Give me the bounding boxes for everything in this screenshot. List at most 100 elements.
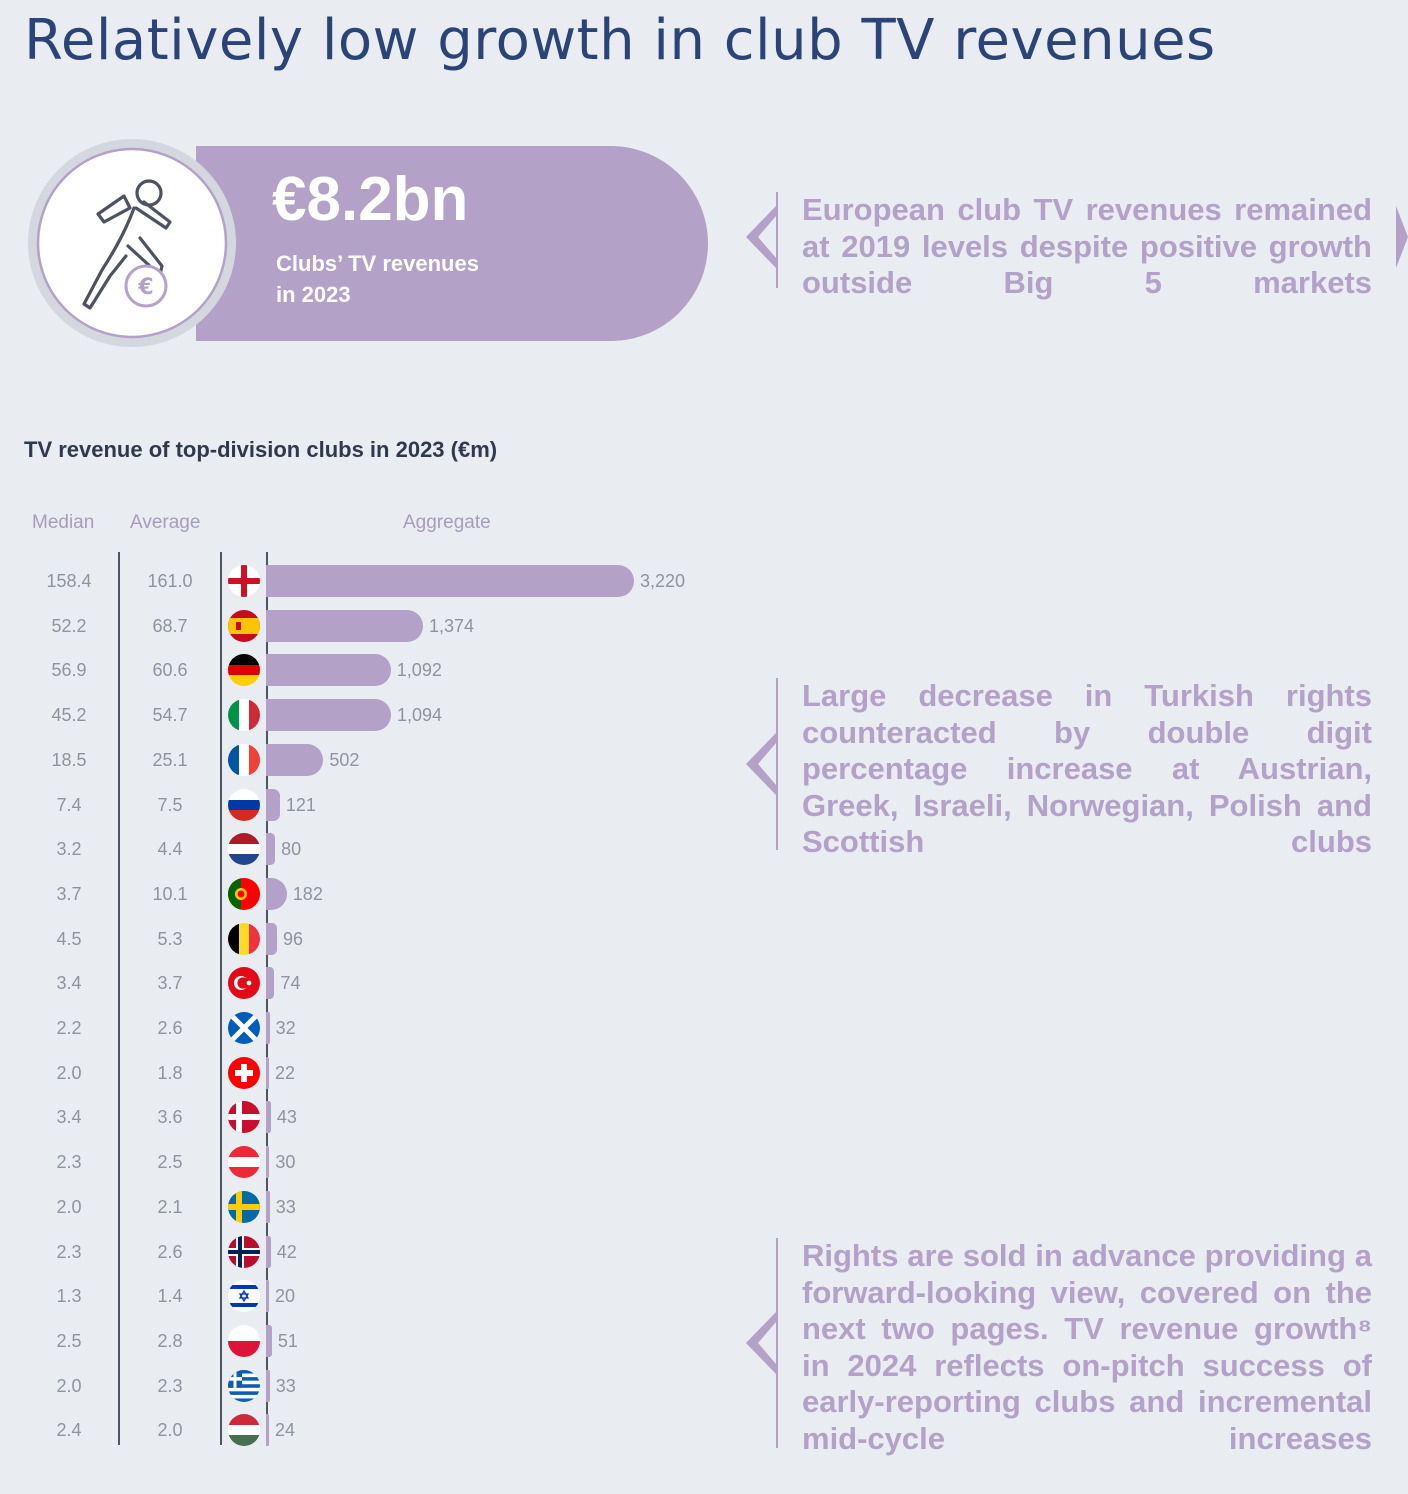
callout-1: European club TV revenues remained at 20… [744,192,1408,300]
germany-flag-icon [228,654,260,687]
average-value: 25.1 [152,749,188,770]
average-value: 54.7 [152,705,188,726]
aggregate-bar [266,877,287,910]
left-chevron-icon [746,733,776,795]
aggregate-label: 32 [275,1018,296,1038]
kpi-label-line2: in 2023 [276,282,351,307]
svg-text:€: € [137,275,153,300]
aggregate-label: 96 [282,928,303,949]
callout-text: Large decrease in Turkish rights counter… [802,678,1372,859]
aggregate-label: 502 [329,749,360,770]
median-value: 3.7 [56,883,82,904]
median-value: 7.4 [56,794,82,815]
col-header-average: Average [130,512,201,533]
kpi-label: Clubs’ TV revenues in 2023 [276,248,536,310]
average-value: 10.1 [152,883,188,904]
sweden-flag-icon [228,1190,260,1223]
kpi-label-line1: Clubs’ TV revenues [276,251,479,276]
col-header-median: Median [32,512,95,533]
average-value: 161.0 [147,571,193,591]
aggregate-label: 42 [276,1241,297,1262]
scotland-flag-icon [228,1012,260,1044]
average-value: 4.4 [157,839,183,860]
kpi-value: €8.2bn [272,165,469,234]
average-value: 2.1 [157,1196,183,1217]
median-value: 3.2 [56,839,82,860]
average-value: 7.5 [157,794,183,815]
aggregate-bar [266,1056,269,1089]
netherlands-flag-icon [228,833,260,866]
average-value: 5.3 [157,928,183,949]
average-value: 2.6 [157,1241,183,1262]
aggregate-label: 1,094 [397,705,443,726]
norway-flag-icon [228,1235,260,1268]
aggregate-bar [266,609,424,642]
belgium-flag-icon [228,922,260,955]
aggregate-bar [266,833,276,866]
average-value: 3.6 [157,1107,183,1128]
median-value: 2.0 [56,1196,82,1217]
median-value: 56.9 [51,660,87,681]
aggregate-bar [266,1369,270,1402]
average-value: 68.7 [152,615,188,636]
aggregate-label: 3,220 [640,571,686,591]
denmark-flag-icon [228,1101,260,1134]
average-value: 2.0 [157,1420,183,1441]
aggregate-bar [266,1190,270,1223]
aggregate-bar [266,654,391,687]
aggregate-label: 182 [292,883,323,904]
aggregate-bar [266,1280,269,1313]
median-value: 1.3 [56,1286,82,1307]
average-value: 1.4 [157,1286,183,1307]
right-chevron-icon [1396,206,1408,268]
median-value: 3.4 [56,1107,82,1128]
aggregate-label: 33 [275,1375,296,1396]
aggregate-bar [266,1235,271,1268]
median-value: 18.5 [51,749,87,770]
portugal-flag-icon [228,877,260,910]
switzerland-flag-icon [228,1056,260,1089]
aggregate-bar [266,1324,272,1357]
aggregate-bar [266,743,324,776]
median-value: 2.3 [56,1152,82,1173]
aggregate-label: 1,374 [429,615,475,636]
italy-flag-icon [228,699,260,732]
aggregate-label: 33 [275,1196,296,1217]
aggregate-bar [266,1012,270,1044]
turkey-flag-icon [228,967,260,1000]
aggregate-label: 121 [285,794,316,815]
russia-flag-icon [228,788,260,821]
average-value: 2.5 [157,1152,183,1173]
aggregate-label: 22 [275,1062,296,1083]
median-value: 2.4 [56,1420,82,1441]
aggregate-bar [266,922,277,955]
callout-2: Large decrease in Turkish rights counter… [744,678,1408,859]
austria-flag-icon [228,1146,260,1179]
average-value: 60.6 [152,660,188,681]
median-value: 2.3 [56,1241,82,1262]
average-value: 2.8 [157,1330,183,1351]
aggregate-bar [266,565,634,597]
median-value: 2.5 [56,1330,82,1351]
median-value: 4.5 [56,928,82,949]
aggregate-label: 51 [277,1330,298,1351]
page-title: Relatively low growth in club TV revenue… [24,8,1216,73]
aggregate-label: 20 [275,1286,296,1307]
median-value: 52.2 [51,615,87,636]
average-value: 1.8 [157,1062,183,1083]
chart-title: TV revenue of top-division clubs in 2023… [24,437,498,462]
callout-text: European club TV revenues remained at 20… [802,192,1372,300]
divider [118,552,120,1445]
left-chevron-icon [746,206,776,268]
france-flag-icon [228,743,260,776]
israel-flag-icon [228,1280,260,1313]
aggregate-bar [266,1101,271,1134]
median-value: 2.0 [56,1375,82,1396]
median-value: 2.2 [56,1018,82,1038]
aggregate-label: 30 [275,1152,296,1173]
callout-3: Rights are sold in advance providing a f… [744,1238,1408,1456]
aggregate-label: 74 [280,973,301,994]
aggregate-bar [266,1414,269,1447]
aggregate-label: 80 [281,839,302,860]
median-value: 2.0 [56,1062,82,1083]
